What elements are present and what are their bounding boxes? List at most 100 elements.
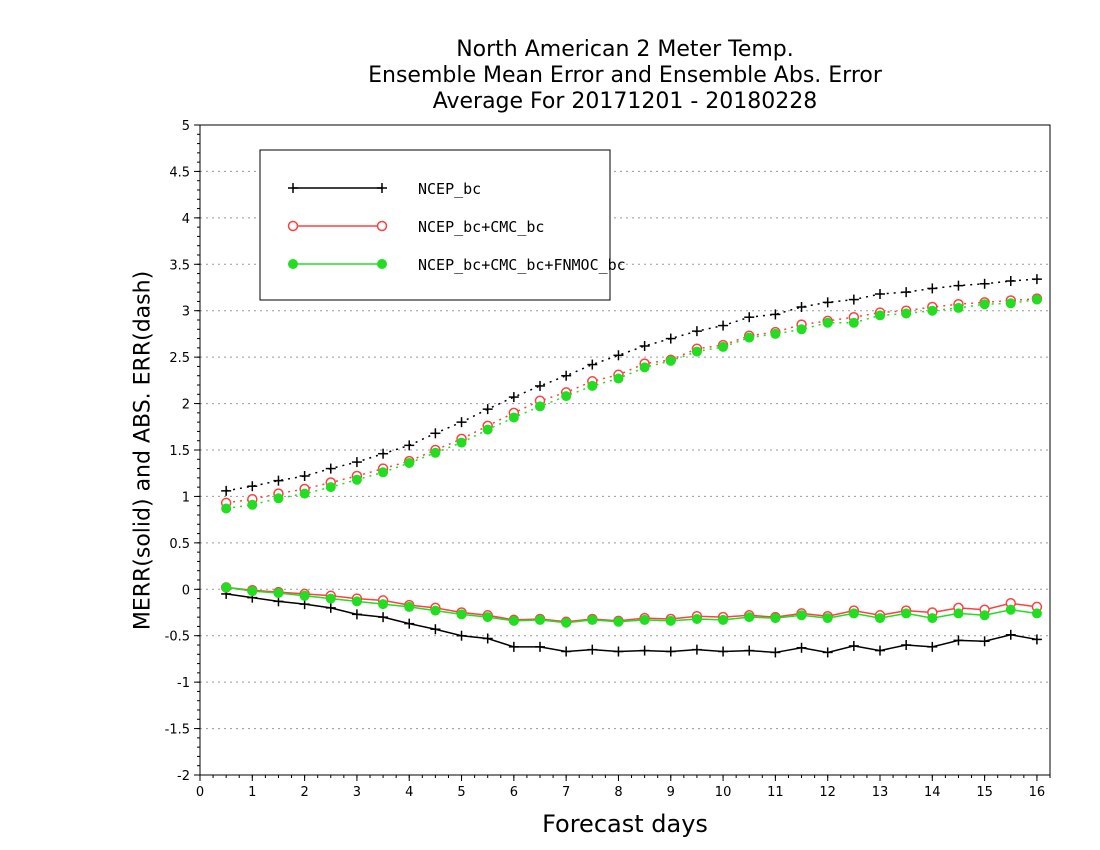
grid-layer <box>200 170 1050 730</box>
abs-err-point <box>299 488 310 499</box>
abs-err-point <box>822 317 833 328</box>
series-layer <box>220 274 1043 658</box>
chart-title-line-1: North American 2 Meter Temp. <box>456 37 794 62</box>
abs-err-point <box>299 471 310 481</box>
abs-err-point <box>1031 294 1042 305</box>
abs-err-point <box>456 437 467 448</box>
y-tick-label: 0.5 <box>169 537 190 552</box>
abs-err-point <box>979 278 990 289</box>
merr-point <box>901 640 912 650</box>
merr-point <box>378 612 389 623</box>
merr-point <box>456 609 467 620</box>
merr-point <box>613 646 624 657</box>
abs-err-point <box>901 287 912 298</box>
abs-err-point <box>430 428 441 439</box>
merr-point <box>351 596 362 607</box>
abs-err-point <box>482 404 493 415</box>
x-tick-label: 6 <box>510 785 518 800</box>
merr-point <box>273 596 284 607</box>
legend-label: NCEP_bc <box>418 180 481 198</box>
axis-layer: -2-1.5-1-0.500.511.522.533.544.550 1 2 3 4 5 6… <box>165 119 1051 800</box>
merr-point <box>744 645 755 656</box>
abs-err-point <box>456 417 467 428</box>
x-tick-label: 5 <box>457 785 465 800</box>
abs-err-point <box>247 499 258 510</box>
x-tick-label: 14 <box>924 785 941 800</box>
merr-point <box>561 617 572 628</box>
chart-title-line-3: Average For 20171201 - 20180228 <box>432 89 818 114</box>
merr-point <box>1031 608 1042 619</box>
abs-err-point <box>221 503 232 514</box>
chart-title-line-2: Ensemble Mean Error and Ensemble Abs. Er… <box>368 63 882 88</box>
abs-err-point <box>378 448 389 459</box>
series-3 <box>221 294 1042 628</box>
abs-err-point <box>221 485 232 496</box>
merr-point <box>953 635 964 646</box>
merr-point <box>770 647 781 658</box>
x-tick-label: 8 <box>614 785 622 800</box>
legend-marker <box>377 259 387 269</box>
legend-label: NCEP_bc+CMC_bc <box>418 218 544 236</box>
y-tick-label: 4 <box>182 212 190 227</box>
abs-err-point <box>953 280 964 291</box>
x-tick-label: 4 <box>405 785 413 800</box>
abs-err-point <box>351 474 362 485</box>
abs-err-point <box>665 333 676 344</box>
merr-point <box>639 645 650 656</box>
abs-err-point <box>770 309 781 320</box>
merr-point <box>848 608 859 619</box>
merr-point <box>665 615 676 626</box>
abs-err-point <box>404 458 415 468</box>
x-tick-label: 12 <box>819 785 836 800</box>
abs-err-point <box>848 317 859 328</box>
legend-marker <box>288 259 298 269</box>
y-tick-label: 5 <box>182 119 190 134</box>
merr-point <box>535 641 545 652</box>
abs-err-point <box>1005 298 1016 309</box>
abs-err-point <box>718 341 729 352</box>
merr-point <box>351 609 362 620</box>
merr-point <box>979 610 990 621</box>
y-tick-label: -0.5 <box>165 630 190 645</box>
abs-err-point <box>848 294 859 305</box>
merr-point <box>1031 634 1042 645</box>
merr-point <box>691 644 702 655</box>
merr-point <box>456 630 467 641</box>
y-tick-label: -2 <box>177 769 190 784</box>
abs-err-point <box>822 297 833 308</box>
legend-marker <box>288 183 298 193</box>
merr-point <box>639 614 650 625</box>
abs-err-point <box>535 380 545 391</box>
x-tick-label: 10 <box>715 785 732 800</box>
merr-point <box>613 616 624 627</box>
abs-err-point <box>927 305 938 316</box>
abs-err-point <box>744 332 755 343</box>
x-tick-label: 3 <box>353 785 361 800</box>
abs-err-point <box>691 346 702 357</box>
merr-point <box>561 646 572 657</box>
legend-marker <box>287 220 299 232</box>
abs-err-point <box>561 370 572 381</box>
merr-point <box>901 608 912 619</box>
abs-err-point <box>665 355 676 366</box>
y-tick-label: 2 <box>182 398 190 413</box>
merr-point <box>691 614 702 624</box>
abs-err-point <box>482 424 493 435</box>
merr-point <box>927 613 938 624</box>
merr-point <box>378 599 389 610</box>
abs-err-point <box>613 373 624 384</box>
merr-point <box>848 640 859 651</box>
merr-point <box>587 614 598 625</box>
abs-err-point <box>796 302 807 312</box>
abs-err-point <box>613 350 624 361</box>
merr-point <box>953 608 964 619</box>
abs-err-point <box>927 283 938 294</box>
y-tick-label: -1.5 <box>165 723 190 738</box>
abs-err-point <box>744 312 755 323</box>
merr-point <box>508 615 519 626</box>
abs-err-point <box>770 328 781 339</box>
abs-err-point <box>325 482 336 493</box>
merr-point <box>299 590 310 601</box>
merr-point <box>822 647 833 658</box>
